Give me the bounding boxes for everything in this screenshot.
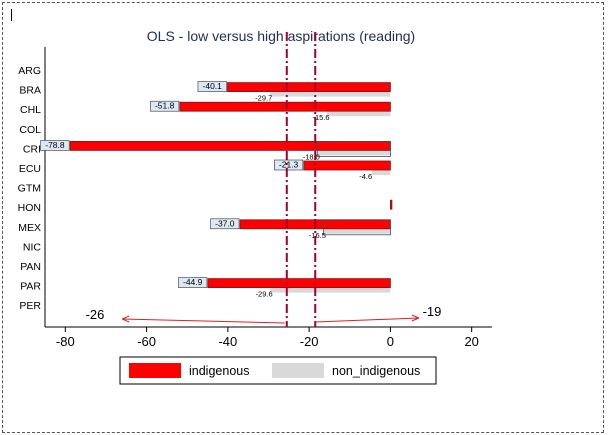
bar-non-indigenous bbox=[317, 148, 391, 156]
annotation-label: -26 bbox=[86, 307, 105, 322]
legend-label: non_indigenous bbox=[332, 364, 420, 378]
bar-non-indigenous bbox=[371, 168, 391, 175]
legend-swatch bbox=[272, 363, 324, 378]
x-tick-label: -40 bbox=[218, 334, 237, 349]
indigenous-label-box bbox=[40, 140, 70, 151]
y-category-label: ECU bbox=[19, 163, 41, 175]
x-tick-label: 20 bbox=[464, 334, 478, 349]
bar-indigenous bbox=[69, 140, 391, 151]
bar-non-indigenous-outline bbox=[316, 140, 391, 157]
indigenous-value-label: -44.9 bbox=[183, 277, 203, 287]
non-indigenous-value-label: -16.5 bbox=[309, 231, 326, 240]
bar-indigenous bbox=[179, 101, 391, 112]
non-indigenous-value-label: -29.6 bbox=[256, 290, 273, 299]
non-indigenous-value-label: -15.6 bbox=[312, 113, 329, 122]
bar-indigenous bbox=[227, 82, 391, 92]
indigenous-value-label: -78.8 bbox=[45, 140, 65, 150]
bar-non-indigenous bbox=[270, 285, 391, 293]
y-category-label: CRI bbox=[23, 143, 41, 155]
indigenous-value-label: -21.3 bbox=[279, 160, 299, 170]
indigenous-value-label: -37.0 bbox=[215, 218, 235, 228]
y-category-label: PER bbox=[19, 300, 41, 312]
y-category-label: GTM bbox=[18, 183, 41, 195]
bar-non-indigenous bbox=[323, 226, 391, 234]
y-category-label: MEX bbox=[18, 222, 41, 234]
indigenous-value-label: -51.8 bbox=[155, 101, 175, 111]
legend-label: indigenous bbox=[189, 364, 249, 378]
legend: indigenous non_indigenous bbox=[119, 356, 437, 385]
chart-title: OLS - low versus high aspirations (readi… bbox=[147, 28, 415, 44]
legend-swatch bbox=[129, 363, 181, 378]
indigenous-label-box bbox=[210, 218, 240, 230]
bar-non-indigenous bbox=[269, 89, 391, 97]
bar-non-indigenous bbox=[327, 109, 391, 117]
non-indigenous-value-label: -18.0 bbox=[303, 152, 320, 161]
indigenous-value-label: -40.1 bbox=[203, 81, 223, 91]
text-cursor bbox=[11, 9, 12, 21]
annotation-label: -19 bbox=[423, 304, 442, 319]
indigenous-label-box bbox=[178, 277, 208, 288]
y-category-label: ARG bbox=[18, 65, 41, 77]
x-tick-label: -80 bbox=[56, 334, 75, 349]
bar-indigenous bbox=[303, 160, 391, 171]
indigenous-label-box bbox=[197, 81, 227, 92]
indigenous-label-box bbox=[274, 159, 304, 171]
y-category-label: CHL bbox=[20, 104, 41, 116]
y-category-label: COL bbox=[19, 124, 41, 136]
y-category-label: HON bbox=[18, 202, 41, 214]
x-tick-label: 0 bbox=[387, 334, 394, 349]
bar-indigenous bbox=[390, 199, 393, 210]
annotation-arrow-line bbox=[122, 318, 285, 324]
indigenous-label-box bbox=[150, 100, 180, 112]
non-indigenous-value-label: -4.6 bbox=[359, 172, 372, 181]
y-category-label: PAR bbox=[20, 281, 41, 293]
bar-indigenous bbox=[207, 278, 391, 289]
non-indigenous-value-label: -29.7 bbox=[255, 94, 272, 103]
bar-non-indigenous-outline bbox=[322, 219, 391, 236]
annotation-arrow-head bbox=[411, 314, 420, 322]
y-category-label: NIC bbox=[23, 241, 42, 253]
y-category-label: BRA bbox=[19, 85, 41, 97]
plot-area: -80 -60 -40 -20 0 20 ARG BRA CHL COL CRI ECU GTM HON M… bbox=[18, 32, 492, 349]
x-tick-label: -20 bbox=[300, 334, 319, 349]
x-tick-label: -60 bbox=[137, 334, 156, 349]
annotation-arrow-head bbox=[122, 315, 130, 323]
annotation-arrow-line bbox=[315, 317, 419, 323]
y-category-label: PAN bbox=[20, 261, 41, 273]
